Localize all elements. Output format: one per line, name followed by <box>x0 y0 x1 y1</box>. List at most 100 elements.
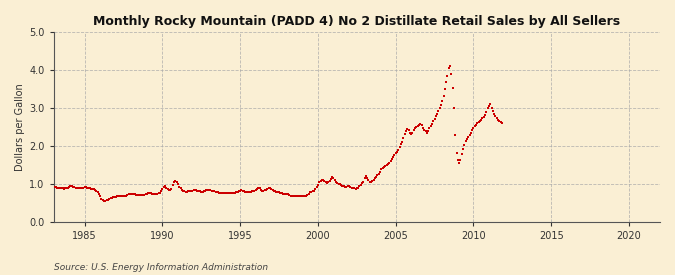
Point <box>276 191 287 196</box>
Point <box>53 186 64 190</box>
Point <box>186 188 196 193</box>
Point <box>161 185 171 190</box>
Point <box>468 125 479 130</box>
Point <box>481 110 491 115</box>
Point <box>266 186 277 191</box>
Point <box>134 193 144 197</box>
Point <box>202 188 213 192</box>
Point <box>428 119 439 123</box>
Point <box>296 194 306 198</box>
Point <box>101 198 112 203</box>
Point <box>302 193 313 197</box>
Point <box>88 187 99 192</box>
Point <box>235 188 246 193</box>
Point <box>445 64 456 68</box>
Point <box>96 197 107 201</box>
Point <box>205 188 216 192</box>
Point <box>191 188 202 192</box>
Point <box>311 185 322 189</box>
Point <box>494 119 505 123</box>
Point <box>456 152 467 156</box>
Point <box>448 86 458 90</box>
Point <box>77 186 88 190</box>
Point <box>381 163 392 167</box>
Point <box>477 116 488 121</box>
Point <box>297 194 308 198</box>
Point <box>257 188 268 193</box>
Point <box>455 158 466 163</box>
Point <box>231 190 242 195</box>
Point <box>136 193 147 197</box>
Point <box>74 186 85 191</box>
Point <box>333 182 344 186</box>
Point <box>270 189 281 194</box>
Point <box>304 190 315 195</box>
Point <box>152 191 163 196</box>
Point <box>332 181 343 185</box>
Point <box>340 185 350 189</box>
Point <box>90 188 101 192</box>
Point <box>367 179 378 183</box>
Point <box>236 188 247 192</box>
Point <box>393 147 404 152</box>
Point <box>304 191 315 196</box>
Point <box>317 178 327 182</box>
Point <box>431 114 441 119</box>
Point <box>155 191 165 195</box>
Point <box>245 189 256 194</box>
Point <box>267 188 278 192</box>
Point <box>491 116 502 121</box>
Point <box>127 191 138 196</box>
Point <box>439 87 450 91</box>
Point <box>265 186 275 191</box>
Point <box>103 197 113 202</box>
Point <box>425 124 436 128</box>
Point <box>345 185 356 189</box>
Point <box>400 132 410 137</box>
Point <box>420 129 431 134</box>
Point <box>293 194 304 198</box>
Point <box>214 191 225 195</box>
Point <box>298 194 309 199</box>
Point <box>122 193 133 197</box>
Point <box>124 192 134 197</box>
Point <box>385 159 396 163</box>
Point <box>183 189 194 194</box>
Point <box>114 194 125 198</box>
Point <box>389 153 400 158</box>
Point <box>234 189 244 194</box>
Point <box>356 181 367 185</box>
Point <box>238 188 248 193</box>
Point <box>178 188 188 193</box>
Point <box>451 150 462 155</box>
Point <box>418 128 429 132</box>
Point <box>182 189 192 194</box>
Point <box>173 182 184 186</box>
Point <box>184 189 195 193</box>
Point <box>118 194 129 199</box>
Point <box>366 180 377 184</box>
Point <box>310 187 321 191</box>
Point <box>63 185 74 189</box>
Point <box>200 188 211 193</box>
Point <box>99 199 109 203</box>
Point <box>145 191 156 196</box>
Point <box>496 121 507 125</box>
Point <box>160 184 171 188</box>
Point <box>138 193 148 197</box>
Point <box>100 199 111 203</box>
Point <box>354 184 364 188</box>
Point <box>250 188 261 192</box>
Point <box>197 189 208 194</box>
Point <box>466 128 477 132</box>
Point <box>462 137 472 141</box>
Point <box>376 167 387 172</box>
Point <box>223 191 234 195</box>
Point <box>83 186 94 190</box>
Point <box>259 188 270 192</box>
Point <box>275 191 286 195</box>
Point <box>362 176 373 180</box>
Point <box>443 66 454 70</box>
Point <box>402 126 412 131</box>
Point <box>173 185 184 189</box>
